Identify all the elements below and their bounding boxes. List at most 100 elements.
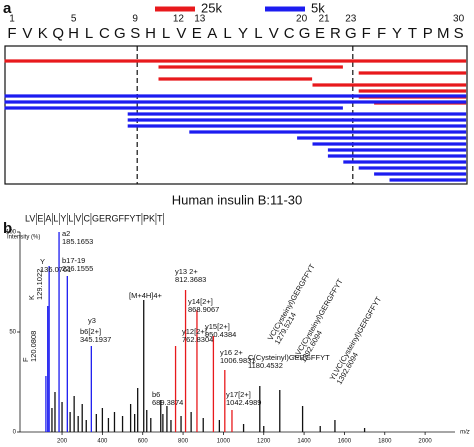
x-tick-label: 1000 (217, 439, 231, 445)
peak-annotation: Y (40, 257, 45, 266)
peak-annotation: 812.3683 (175, 275, 206, 284)
residue-number: 20 (296, 14, 308, 25)
residue: P (423, 25, 433, 42)
fragment-residue: E (37, 213, 43, 223)
peak-annotation: 1042.4989 (226, 398, 261, 407)
x-tick-label: 800 (178, 439, 189, 445)
peak-annotation: 689.3874 (152, 398, 183, 407)
fragment-residue: LV (25, 213, 35, 223)
residue: G (345, 25, 357, 42)
peak-annotation: y12[2+] (182, 327, 207, 336)
x-tick-label: 1600 (338, 439, 352, 445)
residue: H (68, 25, 79, 42)
residue-number: 13 (194, 14, 206, 25)
residue: L (85, 25, 93, 42)
peak-annotation: YLVC(Cysteinyl)GERGFFYT (328, 295, 384, 382)
residue: F (377, 25, 386, 42)
panel-label: b (3, 220, 12, 237)
fragment-residue: V (75, 213, 81, 223)
residue: Y (238, 25, 248, 42)
residue: Y (392, 25, 402, 42)
residue-number: 9 (132, 14, 138, 25)
residue: S (130, 25, 140, 42)
legend-label: 25k (201, 0, 222, 15)
fragment-residue: T (157, 213, 163, 223)
peak-annotation: K (27, 295, 36, 300)
peak-annotation: 120.0808 (29, 331, 38, 362)
residue: F (7, 25, 16, 42)
fragment-residue: C (83, 213, 90, 223)
peak-annotation: b17-19 (62, 256, 85, 265)
x-tick-label: 600 (138, 439, 149, 445)
x-tick-label: 1800 (378, 439, 392, 445)
fragment-residue: A (45, 213, 51, 223)
residue-number: 30 (453, 14, 465, 25)
residue: Q (52, 25, 64, 42)
x-axis-label: m/z (460, 430, 470, 436)
residue: L (223, 25, 231, 42)
residue: L (162, 25, 170, 42)
peak-annotation: b6 (152, 390, 160, 399)
residue: E (315, 25, 325, 42)
peak-annotation: y16 2+ (220, 348, 243, 357)
residue: H (145, 25, 156, 42)
peak-annotation: 1180.4532 (248, 361, 283, 370)
residue-number: 5 (71, 14, 77, 25)
residue: F (362, 25, 371, 42)
residue: E (192, 25, 202, 42)
peak-annotation: 950.4384 (205, 330, 236, 339)
residue: T (408, 25, 417, 42)
y-tick-label: 50 (9, 330, 16, 336)
peak-annotation: F (21, 357, 30, 362)
residue: C (284, 25, 295, 42)
residue: C (99, 25, 110, 42)
fragment-residue: Y (60, 213, 66, 223)
residue: K (38, 25, 48, 42)
x-tick-label: 1200 (257, 439, 271, 445)
peak-annotation: y17[2+] (226, 390, 251, 399)
y-tick-label: 0 (13, 430, 17, 436)
panel-label: a (3, 0, 12, 17)
residue: L (254, 25, 262, 42)
peak-annotation: C(Cysteinyl)GERGFFYT (248, 353, 330, 362)
peak-annotation: 1006.9831 (220, 356, 255, 365)
peak-annotation: 762.8304 (182, 335, 213, 344)
legend-label: 5k (311, 0, 325, 15)
residue: A (207, 25, 217, 42)
panel-a-frame (4, 45, 468, 185)
y-tick-label: 100 (6, 230, 17, 236)
fragment-residue: L (68, 213, 73, 223)
x-tick-label: 200 (57, 439, 68, 445)
y-axis-label: Intensity (%) (7, 235, 40, 241)
residue: R (330, 25, 341, 42)
peak-annotation: y14[2+] (188, 297, 213, 306)
peak-annotation: b6[2+] (80, 327, 101, 336)
residue: M (437, 25, 450, 42)
residue: V (176, 25, 186, 42)
peak-annotation: 868.9067 (188, 305, 219, 314)
residue: G (299, 25, 311, 42)
peak-annotation: 136.0761 (40, 265, 71, 274)
peak-annotation: y13 2+ (175, 267, 198, 276)
fragment-residue: PK (143, 213, 155, 223)
peak-annotation: 185.1653 (62, 237, 93, 246)
fragment-residue: L (53, 213, 58, 223)
peak-annotation: y15[2+] (205, 322, 230, 331)
peak-annotation: 226.1555 (62, 264, 93, 273)
peak-annotation: [M+4H]4+ (129, 291, 163, 300)
residue-number: 1 (9, 14, 15, 25)
peak-annotation: a2 (62, 229, 70, 238)
residue-number: 23 (345, 14, 357, 25)
peak-annotation: y3 (88, 316, 96, 325)
residue: S (454, 25, 464, 42)
residue-number: 12 (173, 14, 185, 25)
x-tick-label: 2000 (418, 439, 432, 445)
residue: V (22, 25, 32, 42)
residue: V (269, 25, 279, 42)
x-tick-label: 1400 (297, 439, 311, 445)
peak-annotation: 129.1022 (35, 269, 44, 300)
peak-annotation: 345.1937 (80, 335, 111, 344)
spectrum-title: Human insulin B:11-30 (172, 192, 303, 207)
fragment-residue: GERGFFYT (92, 213, 142, 223)
